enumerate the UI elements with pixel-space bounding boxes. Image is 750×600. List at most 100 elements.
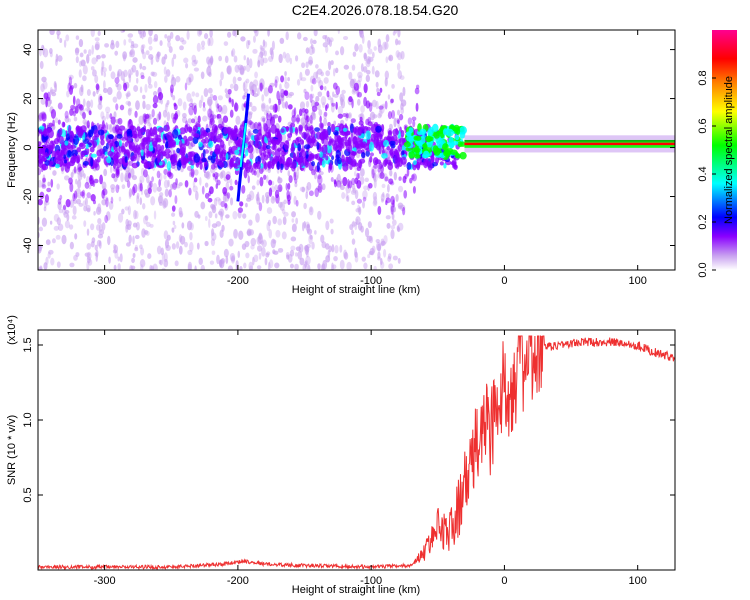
noise-speck — [148, 45, 153, 51]
snr-frame — [37, 329, 676, 571]
noise-speck — [151, 108, 155, 118]
noise-speck — [224, 202, 228, 209]
noise-speck — [158, 179, 161, 187]
noise-speck — [44, 201, 50, 206]
noise-speck — [213, 171, 219, 180]
noise-speck — [373, 164, 379, 169]
noise-speck — [367, 56, 374, 62]
noise-speck — [188, 77, 192, 83]
noise-speck — [71, 215, 77, 220]
noise-speck — [314, 230, 317, 235]
noise-speck — [247, 111, 253, 120]
noise-speck — [68, 76, 73, 87]
band-cell — [68, 160, 75, 167]
noise-speck — [285, 52, 291, 63]
noise-speck — [304, 91, 310, 101]
noise-speck — [330, 228, 334, 235]
noise-speck — [80, 59, 86, 67]
band-cell — [345, 155, 349, 166]
band-cell — [252, 162, 258, 169]
noise-speck — [398, 176, 402, 181]
noise-speck — [81, 189, 86, 199]
noise-speck — [322, 42, 328, 48]
noise-speck — [342, 35, 349, 41]
noise-speck — [296, 165, 300, 171]
band-cell — [64, 159, 68, 164]
noise-speck — [363, 185, 369, 191]
noise-speck — [387, 94, 391, 100]
noise-speck — [368, 102, 373, 113]
noise-speck — [187, 118, 193, 124]
band-cell — [288, 162, 295, 169]
noise-speck — [197, 214, 201, 219]
noise-speck — [48, 249, 54, 255]
snr-x-tick-label: 100 — [629, 575, 647, 587]
noise-speck — [328, 60, 332, 71]
noise-speck — [193, 115, 198, 126]
noise-speck — [311, 105, 318, 112]
transition-cell — [428, 126, 434, 136]
noise-speck — [128, 234, 132, 244]
band-cell — [62, 147, 68, 155]
noise-speck — [367, 221, 372, 229]
noise-speck — [136, 195, 140, 204]
band-cell — [360, 151, 366, 159]
noise-speck — [367, 116, 372, 124]
noise-speck — [244, 240, 250, 248]
noise-speck — [86, 120, 90, 129]
noise-speck — [212, 173, 215, 178]
noise-speck — [262, 39, 266, 47]
noise-speck — [316, 76, 321, 84]
noise-speck — [345, 192, 349, 199]
noise-speck — [229, 178, 233, 186]
noise-speck — [386, 193, 390, 198]
noise-speck — [251, 185, 256, 190]
noise-speck — [356, 172, 360, 181]
noise-speck — [101, 222, 106, 231]
noise-speck — [142, 51, 147, 60]
noise-speck — [188, 105, 194, 116]
noise-speck — [211, 232, 217, 241]
noise-speck — [109, 165, 113, 174]
noise-speck — [194, 265, 197, 270]
noise-speck — [251, 89, 255, 97]
noise-speck — [218, 198, 222, 206]
noise-speck — [94, 43, 100, 51]
noise-speck — [68, 74, 74, 80]
noise-speck — [359, 30, 363, 38]
noise-speck — [43, 92, 49, 100]
noise-speck — [402, 206, 406, 216]
noise-speck — [55, 53, 59, 63]
noise-speck — [396, 119, 400, 124]
band-cell — [292, 152, 297, 161]
noise-speck — [294, 263, 299, 270]
noise-speck — [294, 182, 298, 188]
noise-speck — [97, 218, 102, 225]
noise-speck — [139, 86, 143, 94]
spectrogram-x-axis-label: Height of straight line (km) — [292, 284, 420, 296]
noise-speck — [147, 36, 153, 45]
noise-speck — [368, 250, 374, 255]
noise-speck — [379, 104, 385, 114]
noise-speck — [229, 109, 234, 118]
noise-speck — [303, 220, 306, 229]
noise-speck — [97, 30, 101, 37]
noise-speck — [383, 173, 388, 182]
noise-speck — [131, 64, 137, 73]
noise-speck — [385, 197, 391, 204]
band-cell — [386, 145, 391, 151]
noise-speck — [208, 218, 211, 229]
noise-speck — [261, 194, 265, 204]
band-cell — [337, 135, 342, 145]
noise-speck — [64, 209, 70, 215]
noise-speck — [132, 252, 136, 259]
band-cell — [87, 129, 92, 138]
noise-speck — [148, 30, 153, 37]
band-cell — [297, 143, 302, 151]
noise-speck — [209, 260, 215, 265]
noise-speck — [82, 200, 87, 207]
noise-speck — [149, 223, 154, 228]
band-cell — [140, 149, 144, 157]
noise-speck — [149, 180, 153, 188]
noise-speck — [45, 256, 49, 266]
